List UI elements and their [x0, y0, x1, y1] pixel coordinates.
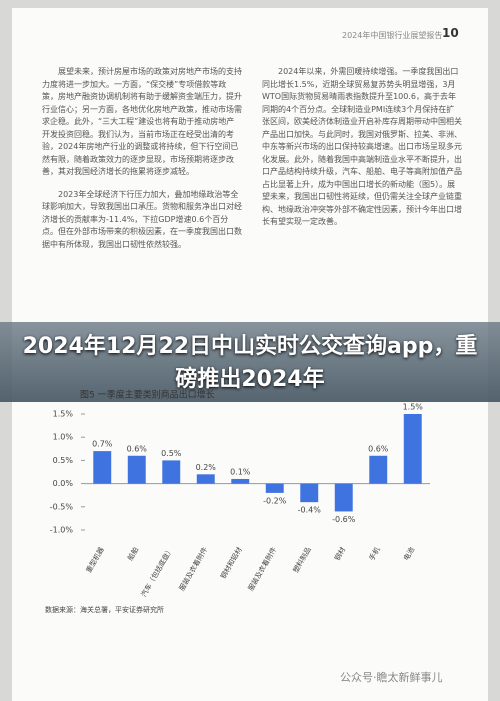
y-tick-label: 1.0%	[53, 433, 74, 442]
watermark: 公众号·瞻太新鲜事儿	[340, 670, 443, 684]
right-column: 2024年以来，外需回暖持续增强。一季度我国出口同比增长1.5%，近期全球贸易复…	[262, 66, 462, 239]
source: 数据来源：海关总署，平安证券研究所	[45, 605, 164, 614]
header-title: 2024年中国银行业展望报告	[342, 31, 443, 40]
paragraph: 2023年全球经济下行压力加大，叠加地缘政治等全球影响加大，导致我国出口承压。货…	[42, 189, 242, 249]
x-tick-label: 服装及衣着附件	[246, 546, 278, 593]
value-label: -0.6%	[332, 515, 356, 524]
bar	[334, 483, 353, 512]
overlay-band	[0, 322, 500, 402]
value-label: 0.1%	[230, 467, 251, 476]
value-label: 0.7%	[92, 440, 113, 449]
x-tick-label: 手机	[367, 546, 382, 563]
y-tick-label: -0.5%	[50, 502, 74, 511]
bar	[127, 455, 146, 484]
value-label: 0.6%	[127, 444, 148, 453]
bar	[369, 455, 388, 484]
bar	[403, 414, 422, 484]
y-tick-label: -1.0%	[50, 526, 74, 535]
value-label: 0.6%	[368, 444, 389, 453]
x-tick-label: 汽车（包括底盘）	[139, 546, 175, 599]
value-label: 0.2%	[196, 463, 217, 472]
value-label: 0.5%	[161, 449, 182, 458]
left-column: 展望未来，预计房屋市场的政策对房地产市场的支持力度将进一步加大。一方面，“保交楼…	[42, 66, 242, 261]
bar	[265, 483, 284, 493]
x-tick-label: 重型机器	[84, 546, 106, 575]
y-tick-label: 0.0%	[53, 479, 74, 488]
overlay-title: 2024年12月22日中山实时公交查询app，重磅推出2024年	[22, 334, 478, 392]
x-tick-label: 钢材	[332, 546, 347, 563]
bar	[300, 483, 319, 503]
x-tick-label: 服装及衣着附件	[177, 546, 209, 593]
x-tick-label: 电池	[401, 546, 416, 563]
y-tick-label: 0.5%	[53, 456, 74, 465]
x-tick-label: 船舶	[125, 546, 140, 563]
paragraph: 2024年以来，外需回暖持续增强。一季度我国出口同比增长1.5%，近期全球贸易复…	[262, 67, 462, 226]
bar	[93, 451, 112, 484]
x-tick-label: 塑料制品	[291, 546, 313, 575]
bar	[231, 478, 250, 484]
page-number: 10	[442, 26, 459, 40]
value-label: -0.2%	[263, 496, 287, 505]
x-tick-label: 钢材和铝材	[218, 546, 243, 581]
value-label: 1.5%	[403, 403, 424, 412]
paragraph: 展望未来，预计房屋市场的政策对房地产市场的支持力度将进一步加大。一方面，“保交楼…	[42, 67, 242, 176]
y-tick-label: 1.5%	[53, 410, 74, 419]
bar	[196, 474, 215, 484]
chart-title: 图5 一季度主要类别商品出口增长	[80, 389, 215, 401]
value-label: -0.4%	[298, 506, 322, 515]
bar	[162, 460, 181, 484]
